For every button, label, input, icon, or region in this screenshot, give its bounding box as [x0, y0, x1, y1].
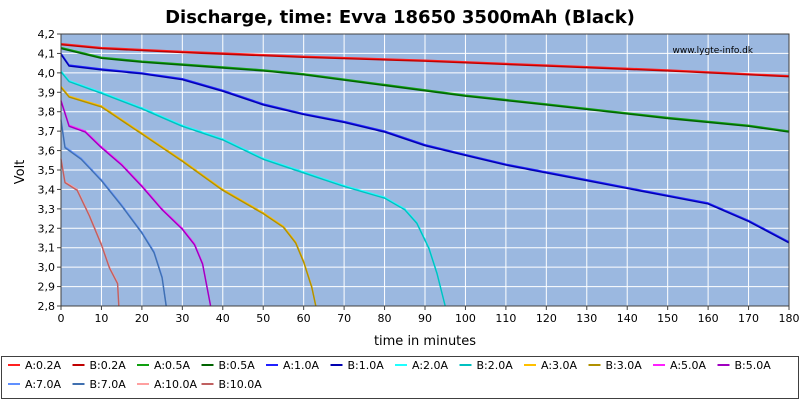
x-tick-label: 40	[216, 312, 230, 325]
x-tick-label: 150	[657, 312, 678, 325]
legend-label: B:3.0A	[606, 359, 643, 372]
y-tick-label: 3,2	[38, 222, 56, 235]
y-tick-label: 3,0	[38, 261, 56, 274]
watermark: www.lygte-info.dk	[673, 46, 754, 56]
x-tick-label: 70	[337, 312, 351, 325]
series-line-b-7-0a	[60, 120, 167, 307]
x-tick-label: 10	[94, 312, 108, 325]
chart-title: Discharge, time: Evva 18650 3500mAh (Bla…	[165, 7, 635, 28]
x-tick-label: 180	[779, 312, 800, 325]
legend-label: A:2.0A	[412, 359, 449, 372]
x-tick-label: 160	[698, 312, 719, 325]
series-line-a-0-2a	[60, 43, 790, 77]
y-tick-label: 3,6	[38, 145, 56, 158]
legend-label: A:0.5A	[154, 359, 191, 372]
x-tick-label: 50	[256, 312, 270, 325]
legend: A:0.2A B:0.2A A:0.5A B:0.5A A:1.0A B:1.0A A:2.…	[1, 356, 799, 399]
legend-label: A:3.0A	[541, 359, 578, 372]
legend-label: B:2.0A	[477, 359, 514, 372]
x-tick-label: 90	[418, 312, 432, 325]
series-line-a-1-0a	[60, 53, 790, 243]
axes: 0 10 20 30 40 50 60 70 80 90 100 110 120 130 140 150 160…	[38, 28, 800, 325]
series-line-b-5-0a	[60, 100, 212, 307]
y-tick-label: 4,2	[38, 28, 56, 41]
legend-label: B:0.5A	[219, 359, 256, 372]
series-line-b-2-0a	[60, 71, 446, 307]
legend-label: B:0.2A	[90, 359, 127, 372]
x-tick-label: 110	[495, 312, 516, 325]
series-line-a-0-5a	[60, 46, 790, 132]
legend-label: B:1.0A	[348, 359, 385, 372]
legend-label: B:5.0A	[735, 359, 772, 372]
x-tick-label: 120	[536, 312, 557, 325]
y-tick-label: 3,9	[38, 86, 56, 99]
x-tick-label: 170	[738, 312, 759, 325]
plot-area	[60, 33, 790, 307]
x-tick-label: 140	[617, 312, 638, 325]
legend-label: B:10.0A	[219, 378, 263, 391]
series-line-b-0-5a	[60, 47, 790, 133]
x-tick-label: 0	[58, 312, 65, 325]
x-tick-label: 100	[455, 312, 476, 325]
y-tick-label: 2,8	[38, 300, 56, 313]
x-tick-label: 30	[175, 312, 189, 325]
y-tick-label: 4,0	[38, 67, 56, 80]
legend-label: A:10.0A	[154, 378, 198, 391]
legend-label: B:7.0A	[90, 378, 127, 391]
y-tick-label: 3,1	[38, 242, 56, 255]
y-tick-label: 3,4	[38, 183, 56, 196]
legend-label: A:1.0A	[283, 359, 320, 372]
x-axis-label: time in minutes	[374, 334, 476, 349]
y-tick-label: 2,9	[38, 281, 56, 294]
y-tick-label: 3,7	[38, 125, 56, 138]
x-tick-label: 130	[576, 312, 597, 325]
y-tick-label: 3,8	[38, 106, 56, 119]
y-axis-label: Volt	[13, 160, 28, 185]
y-tick-label: 3,5	[38, 164, 56, 177]
legend-label: A:5.0A	[670, 359, 707, 372]
series-line-b-1-0a	[60, 54, 790, 244]
series-line-b-3-0a	[60, 86, 317, 307]
series-line-b-10-0a	[60, 159, 120, 307]
y-tick-label: 3,3	[38, 203, 56, 216]
x-tick-label: 80	[378, 312, 392, 325]
x-tick-label: 60	[297, 312, 311, 325]
y-tick-label: 4,1	[38, 47, 56, 60]
legend-label: A:0.2A	[25, 359, 62, 372]
legend-label: A:7.0A	[25, 378, 62, 391]
legend-box	[1, 356, 799, 399]
x-tick-label: 20	[135, 312, 149, 325]
series-line-b-0-2a	[60, 44, 790, 78]
